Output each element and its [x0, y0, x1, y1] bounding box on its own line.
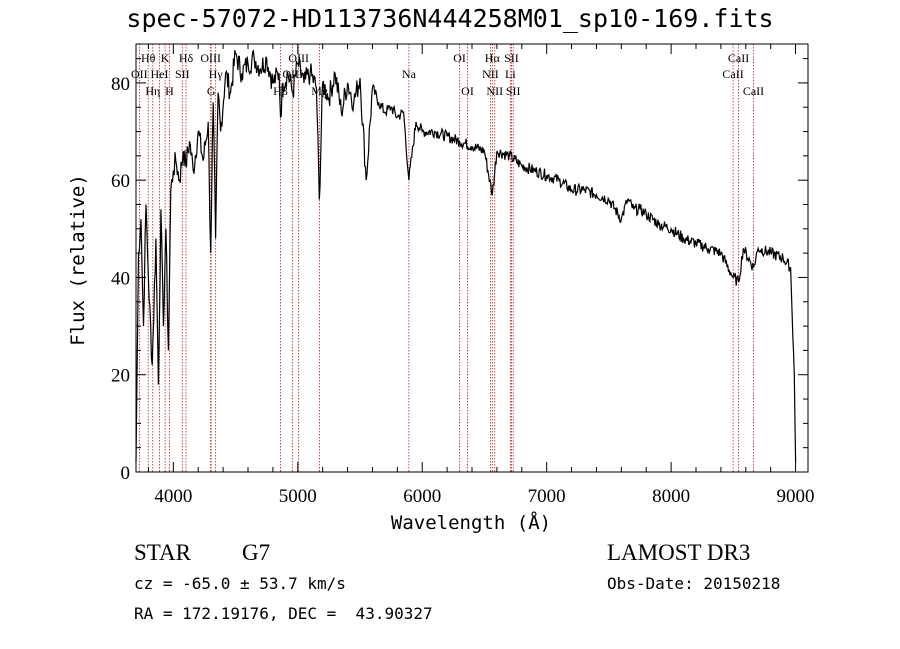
- line-marker-label: Hβ: [273, 84, 288, 98]
- survey-name: LAMOST DR3: [607, 540, 751, 565]
- x-tick-label: 7000: [528, 486, 566, 507]
- line-marker-label: SII: [175, 67, 190, 81]
- coordinates: RA = 172.19176, DEC = 43.90327: [134, 604, 433, 623]
- line-marker-label: Hγ: [209, 67, 224, 81]
- x-tick-label: 8000: [652, 486, 690, 507]
- line-marker-label: Hη: [145, 84, 160, 98]
- line-marker-label: Na: [402, 67, 417, 81]
- object-subclass: G7: [242, 540, 271, 565]
- line-marker-label: OI: [453, 51, 466, 65]
- object-class: STAR: [134, 540, 191, 565]
- line-marker-label: Hθ: [141, 51, 156, 65]
- line-marker-label: OIII: [282, 67, 303, 81]
- line-marker-label: CaII: [722, 67, 743, 81]
- line-marker-label: Hα: [485, 51, 501, 65]
- y-tick-label: 20: [111, 366, 130, 387]
- chart-title: spec-57072-HD113736N444258M01_sp10-169.f…: [126, 4, 774, 33]
- x-tick-label: 9000: [777, 486, 815, 507]
- line-marker-label: H: [165, 84, 174, 98]
- line-marker-label: K: [161, 51, 170, 65]
- y-axis-ticks: 0 20 40 60 80: [111, 58, 808, 484]
- x-axis-ticks: 4000 5000 6000 7000 8000 9000: [147, 44, 815, 507]
- line-marker-label: NII: [486, 84, 503, 98]
- y-tick-label: 80: [111, 74, 130, 95]
- y-tick-label: 40: [111, 268, 130, 289]
- x-tick-label: 5000: [279, 486, 317, 507]
- obs-date: Obs-Date: 20150218: [607, 574, 781, 593]
- line-marker-label: G: [207, 84, 216, 98]
- plot-frame: [135, 43, 809, 473]
- x-axis-label: Wavelength (Å): [391, 511, 551, 534]
- spectrum-line: [135, 49, 797, 463]
- line-marker-label: Li: [505, 67, 516, 81]
- redshift-text: cz = -65.0 ± 53.7 km/s: [134, 574, 346, 593]
- line-marker-label: CaII: [728, 51, 749, 65]
- line-marker-label: HeI: [151, 67, 169, 81]
- x-tick-label: 4000: [154, 486, 192, 507]
- line-marker-label: OIII: [200, 51, 221, 65]
- line-marker-label: SII: [504, 51, 519, 65]
- line-marker-label: OI: [461, 84, 474, 98]
- line-marker-label: OII: [131, 67, 148, 81]
- line-marker-label: Hδ: [179, 51, 194, 65]
- line-marker-label: CaII: [743, 84, 764, 98]
- y-axis-label: Flux (relative): [67, 174, 89, 346]
- line-marker-label: NII: [482, 67, 499, 81]
- y-tick-label: 0: [121, 463, 131, 484]
- spectral-line-markers: [138, 44, 754, 472]
- x-tick-label: 6000: [403, 486, 441, 507]
- y-tick-label: 60: [111, 171, 130, 192]
- line-marker-label: SII: [506, 84, 521, 98]
